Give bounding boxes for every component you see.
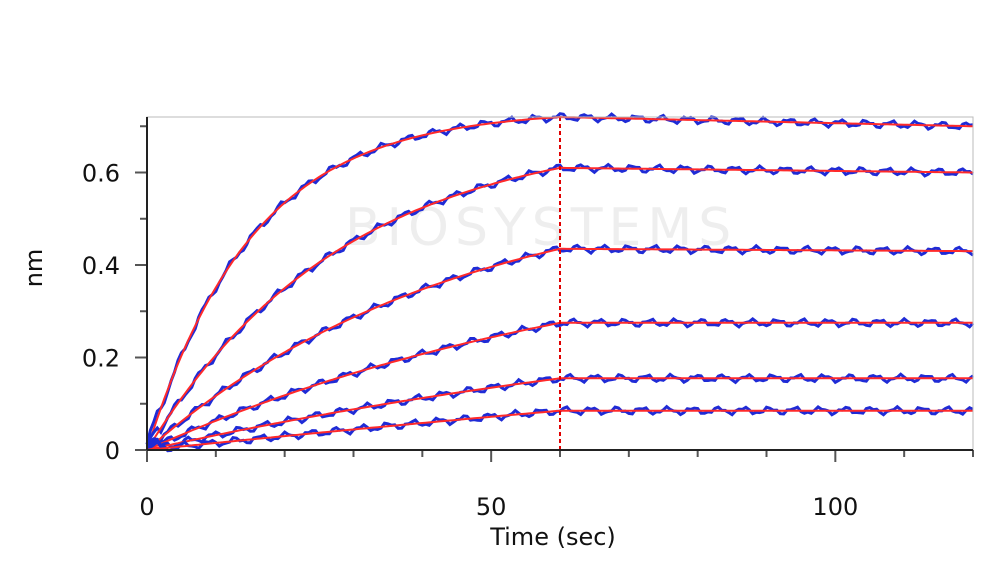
fit-series-3 — [146, 247, 973, 451]
x-tick-label: 100 — [812, 493, 858, 521]
y-tick-label: 0.4 — [82, 252, 120, 280]
x-tick-label: 0 — [139, 493, 154, 521]
x-axis-label: Time (sec) — [489, 523, 616, 551]
watermark-text: BIOSYSTEMS — [345, 198, 737, 258]
y-tick-label: 0 — [105, 437, 120, 465]
x-axis-ticks: 0 50 100 — [139, 450, 974, 521]
y-axis-ticks: 0 0.2 0.4 0.6 — [82, 125, 147, 465]
x-tick-label: 50 — [476, 493, 507, 521]
y-axis-label: nm — [20, 249, 48, 288]
y-tick-label: 0.2 — [82, 345, 120, 373]
fit-series-6 — [146, 409, 973, 451]
y-tick-label: 0.6 — [82, 160, 120, 188]
